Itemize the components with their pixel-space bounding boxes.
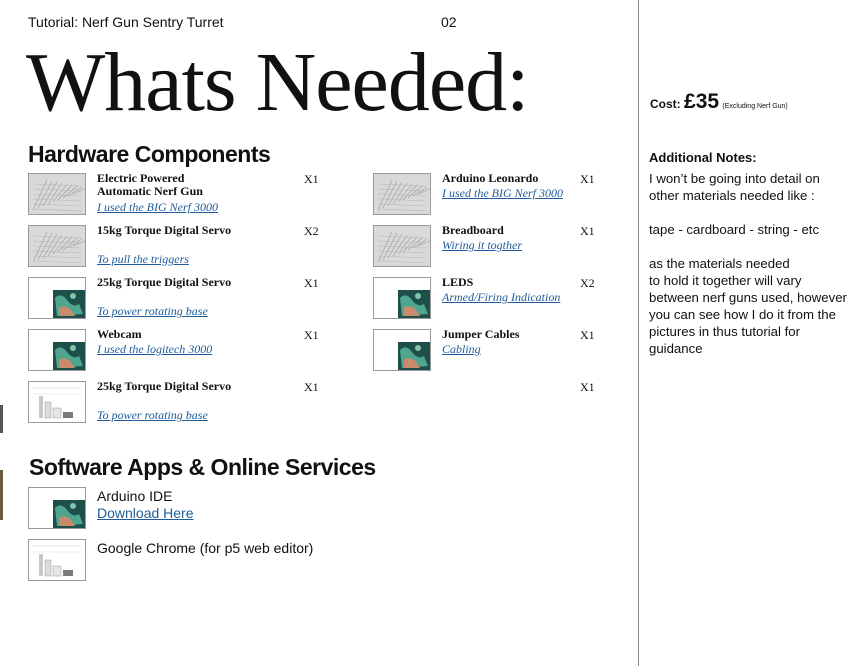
component-thumbnail <box>373 329 431 371</box>
component-name: Webcam <box>97 327 142 341</box>
component-note: I used the BIG Nerf 3000 <box>97 200 218 214</box>
notes-heading: Additional Notes: <box>649 150 757 165</box>
edge-mark <box>0 405 3 433</box>
component-quantity: X2 <box>580 276 595 290</box>
component-thumbnail <box>28 381 86 423</box>
component-thumbnail <box>28 277 86 319</box>
page-heading: Whats Needed: <box>26 36 529 129</box>
software-heading: Software Apps & Online Services <box>29 454 376 480</box>
cost-amount: £35 <box>684 90 720 113</box>
component-thumbnail <box>28 225 86 267</box>
component-quantity: X1 <box>304 380 319 394</box>
component-quantity: X1 <box>580 328 595 342</box>
component-name: Jumper Cables <box>442 327 520 341</box>
component-thumbnail <box>28 173 86 215</box>
software-thumbnail <box>28 487 86 529</box>
download-link[interactable]: Download Here <box>97 505 194 521</box>
component-quantity: X1 <box>304 276 319 290</box>
component-quantity: X1 <box>580 224 595 238</box>
notes-body: I won’t be going into detail on other ma… <box>649 171 847 356</box>
component-note: I used the BIG Nerf 3000 <box>442 186 563 200</box>
component-note: Cabling <box>442 342 481 356</box>
hardware-heading: Hardware Components <box>28 141 271 167</box>
component-quantity: X1 <box>580 172 595 186</box>
software-thumbnail <box>28 539 86 581</box>
component-name: 25kg Torque Digital Servo <box>97 275 232 289</box>
document-title: Tutorial: Nerf Gun Sentry Turret <box>28 14 224 30</box>
component-note: Wiring it togther <box>442 238 523 252</box>
component-name: 15kg Torque Digital Servo <box>97 223 232 237</box>
component-note: Armed/Firing Indication <box>442 290 561 304</box>
edge-mark <box>0 470 3 520</box>
component-quantity: X1 <box>580 380 595 394</box>
component-note: I used the logitech 3000 <box>97 342 213 356</box>
component-thumbnail <box>373 277 431 319</box>
software-name: Google Chrome (for p5 web editor) <box>97 540 314 556</box>
component-name: Arduino Leonardo <box>442 171 539 185</box>
cost-label: Cost: <box>650 97 681 111</box>
cost-line: Cost: £35 (Excluding Nerf Gun) <box>650 90 788 114</box>
component-note: To power rotating base <box>97 304 208 318</box>
component-quantity: X1 <box>304 328 319 342</box>
component-note: To power rotating base <box>97 408 208 422</box>
component-thumbnail <box>373 173 431 215</box>
component-thumbnail <box>28 329 86 371</box>
software-name: Arduino IDE <box>97 488 173 504</box>
component-name: Electric Powered Automatic Nerf Gun <box>97 171 203 198</box>
component-quantity: X2 <box>304 224 319 238</box>
component-thumbnail <box>373 225 431 267</box>
cost-note: (Excluding Nerf Gun) <box>722 103 788 110</box>
column-divider <box>638 0 639 666</box>
page-number: 02 <box>441 14 457 30</box>
component-note: To pull the triggers <box>97 252 189 266</box>
component-name: Breadboard <box>442 223 504 237</box>
component-quantity: X1 <box>304 172 319 186</box>
component-name: LEDS <box>442 275 474 289</box>
component-name: 25kg Torque Digital Servo <box>97 379 232 393</box>
